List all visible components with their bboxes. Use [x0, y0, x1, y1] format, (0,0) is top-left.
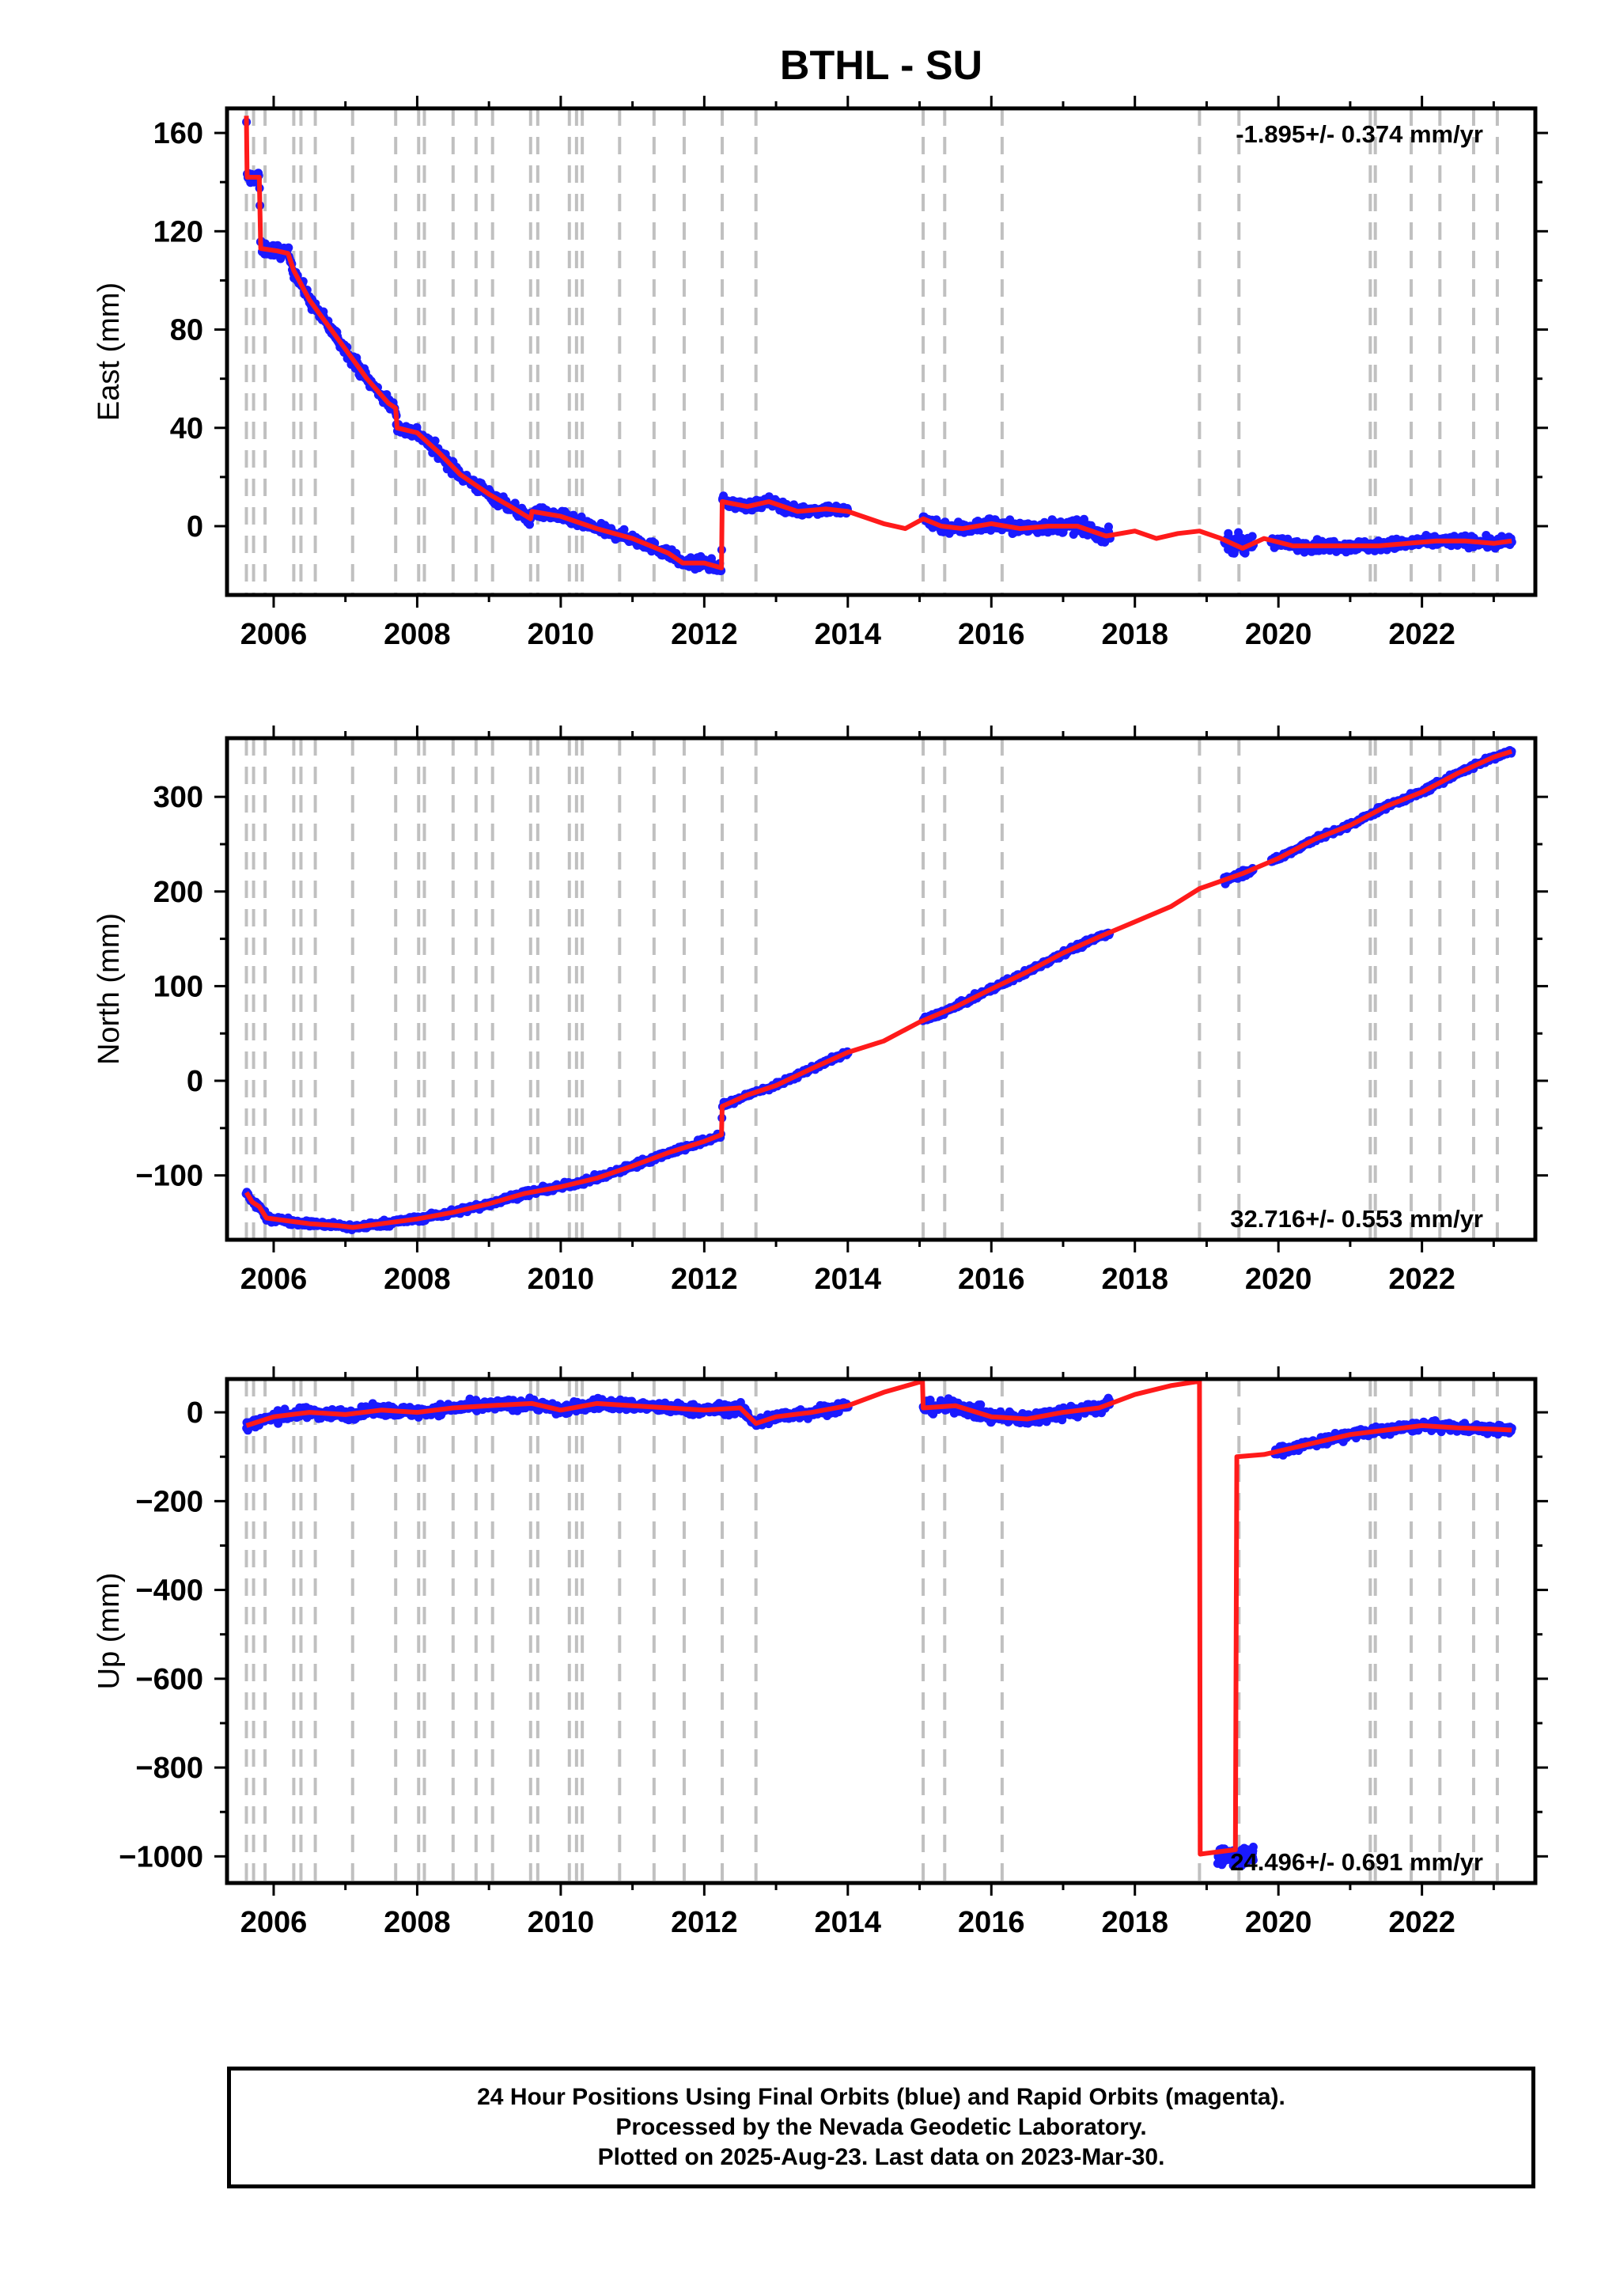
panel-up: 2006 2008 2010 2012 2014 2016 2018 2020 2022−100… [93, 1366, 1548, 1939]
panel-east: 2006 2008 2010 2012 2014 2016 2018 2020 2022 0 40 8… [93, 96, 1548, 651]
x-tick-label: 2010 [528, 618, 595, 651]
chart-title: BTHL - SU [780, 43, 982, 89]
x-tick-label: 2016 [958, 618, 1025, 651]
panel-plot-area [242, 108, 1516, 595]
panel-plot-area [242, 1379, 1516, 1883]
data-point [1240, 548, 1250, 558]
data-point [976, 1400, 986, 1409]
x-tick-label: 2014 [815, 1263, 882, 1296]
model-line-east [244, 116, 1512, 570]
x-tick-label: 2008 [384, 1263, 451, 1296]
rate-annotation-east: -1.895+/- 0.374 mm/yr [1236, 120, 1483, 148]
y-axis-label-north: North (mm) [93, 913, 126, 1065]
x-tick-label: 2020 [1245, 1263, 1312, 1296]
y-tick-label: 100 [153, 970, 203, 1003]
data-point [1247, 532, 1257, 541]
y-tick-label: 0 [187, 510, 203, 544]
y-tick-label: 120 [153, 215, 203, 248]
x-tick-label: 2018 [1101, 618, 1168, 651]
panel-frame-north [225, 736, 1538, 1242]
y-tick-label: −100 [135, 1160, 203, 1193]
y-axis-label-east: East (mm) [93, 282, 126, 421]
y-tick-label: 160 [153, 117, 203, 150]
data-point [925, 1396, 935, 1404]
x-tick-label: 2014 [815, 618, 882, 651]
gps-time-series-chart: BTHL - SU 2006 2008 2010 2012 2014 2016 2018 202… [93, 43, 1548, 1939]
x-tick-label: 2012 [671, 618, 738, 651]
rate-annotation-north: 32.716+/- 0.553 mm/yr [1230, 1205, 1483, 1233]
model-line-north [244, 748, 1513, 1230]
x-tick-label: 2012 [671, 1263, 738, 1296]
data-points-north [241, 745, 1516, 1234]
x-tick-label: 2010 [528, 1263, 595, 1296]
x-tick-label: 2022 [1388, 1263, 1455, 1296]
x-tick-label: 2018 [1101, 1263, 1168, 1296]
x-tick-label: 2022 [1388, 618, 1455, 651]
y-tick-label: 0 [187, 1065, 203, 1098]
y-tick-label: 80 [170, 314, 203, 347]
data-point [284, 243, 293, 252]
y-tick-label: 200 [153, 876, 203, 909]
data-point [1080, 514, 1088, 524]
data-points-east [242, 117, 1516, 575]
panel-plot-area [241, 738, 1516, 1240]
x-tick-label: 2016 [958, 1263, 1025, 1296]
panel-north: 2006 2008 2010 2012 2014 2016 2018 2020 2022 −100… [93, 726, 1548, 1296]
panel-frame-east [225, 106, 1538, 597]
x-tick-label: 2006 [240, 1263, 308, 1296]
x-tick-label: 2006 [240, 618, 308, 651]
y-tick-label: 40 [170, 412, 203, 445]
data-point [430, 436, 440, 445]
y-tick-label: 300 [153, 781, 203, 814]
data-points-up [242, 1393, 1516, 1870]
x-tick-label: 2020 [1245, 618, 1312, 651]
x-tick-label: 2008 [384, 618, 451, 651]
data-point [619, 525, 629, 534]
